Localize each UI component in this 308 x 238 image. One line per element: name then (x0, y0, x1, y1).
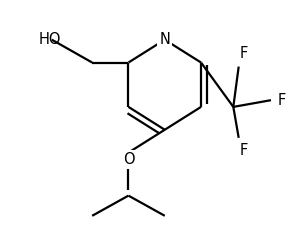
Text: F: F (278, 93, 286, 108)
Text: N: N (159, 32, 170, 47)
Text: F: F (240, 46, 248, 61)
Text: O: O (123, 152, 134, 167)
Text: F: F (240, 143, 248, 158)
Text: HO: HO (38, 32, 61, 47)
